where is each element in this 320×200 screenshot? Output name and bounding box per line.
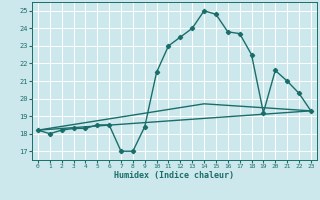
X-axis label: Humidex (Indice chaleur): Humidex (Indice chaleur)	[115, 171, 234, 180]
